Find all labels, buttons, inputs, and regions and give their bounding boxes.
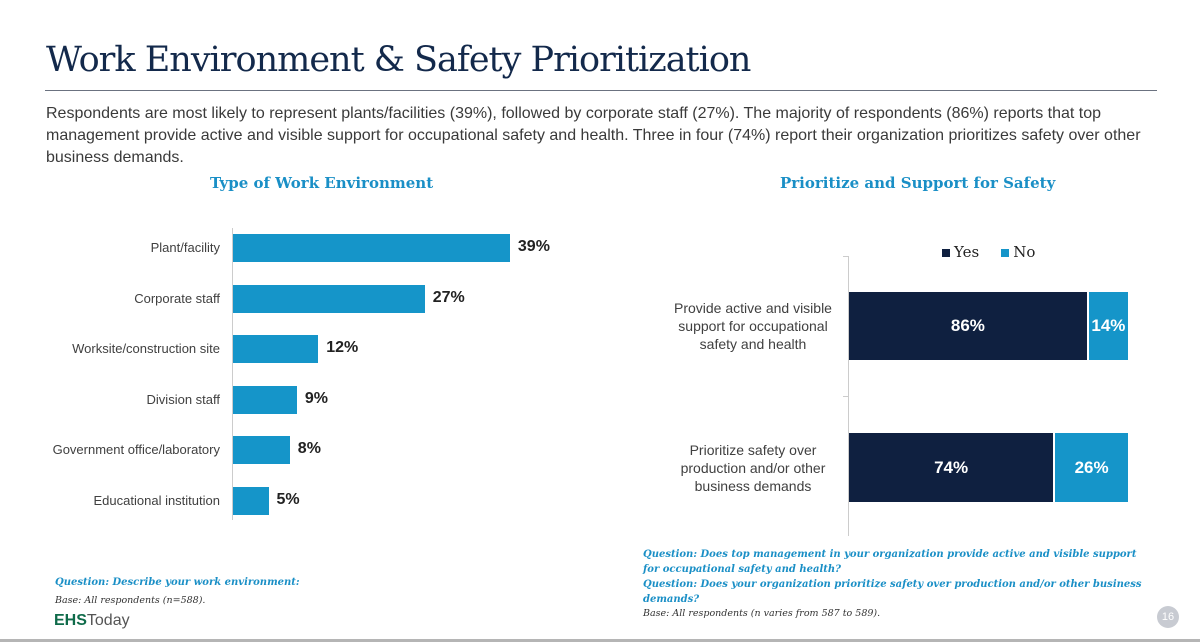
- data-label: 8%: [297, 440, 321, 458]
- axis-tick: [843, 256, 848, 257]
- category-label: Division staff: [146, 391, 220, 407]
- bar: [233, 487, 269, 515]
- bar: [233, 284, 425, 313]
- ehs-today-logo: EHSToday: [54, 612, 130, 630]
- summary-text: Respondents are most likely to represent…: [46, 105, 1141, 166]
- bar-segment-no: 26%: [1055, 433, 1128, 502]
- legend-swatch-yes: [942, 249, 950, 257]
- bar-segment-yes: 86%: [849, 292, 1087, 360]
- category-label: Prioritize safety over production and/or…: [680, 441, 826, 494]
- category-label: Government office/laboratory: [52, 442, 220, 458]
- logo-light: Today: [86, 612, 130, 629]
- category-label: Plant/facility: [150, 240, 220, 255]
- data-label: 12%: [326, 339, 359, 357]
- right-axis: [848, 256, 849, 536]
- logo-bold: EHS: [54, 612, 87, 629]
- category-label: Educational institution: [93, 493, 220, 508]
- page-number: 16: [1157, 606, 1179, 628]
- axis-tick: [843, 396, 848, 397]
- category-label: Provide active and visible support for o…: [674, 300, 832, 352]
- left-axis: [232, 228, 233, 520]
- left-question: Question: Describe your work environment…: [55, 577, 300, 588]
- legend-no: No: [1001, 243, 1035, 261]
- data-label: 9%: [304, 389, 329, 407]
- legend-yes: Yes: [942, 243, 979, 261]
- legend-label-yes: Yes: [954, 243, 980, 261]
- page-title: Work Environment & Safety Prioritization: [46, 40, 751, 80]
- right-chart-title: Prioritize and Support for Safety: [780, 174, 1056, 192]
- bar-segment-yes: 74%: [849, 433, 1054, 502]
- data-label: 39%: [517, 238, 550, 255]
- title-divider: [45, 90, 1157, 91]
- bar-segment-no: 14%: [1088, 292, 1128, 360]
- data-label: 27%: [432, 288, 465, 306]
- legend-swatch-no: [1001, 249, 1010, 257]
- category-label: Corporate staff: [134, 290, 220, 306]
- bar: [233, 335, 319, 364]
- bar: [233, 436, 290, 465]
- legend: Yes No: [942, 243, 1035, 261]
- data-label: 5%: [276, 491, 300, 508]
- right-base: Base: All respondents (n varies from 587…: [643, 608, 881, 619]
- legend-label-no: No: [1013, 243, 1036, 261]
- bottom-border: [0, 639, 1200, 642]
- category-label: Worksite/construction site: [72, 341, 220, 357]
- left-chart-title: Type of Work Environment: [210, 174, 434, 192]
- bar: [233, 385, 297, 414]
- right-question-1: Question: Does top management in your or…: [643, 549, 1137, 575]
- bar: [233, 234, 510, 262]
- right-question-2: Question: Does your organization priorit…: [643, 579, 1142, 605]
- left-base: Base: All respondents (n=588).: [55, 595, 206, 606]
